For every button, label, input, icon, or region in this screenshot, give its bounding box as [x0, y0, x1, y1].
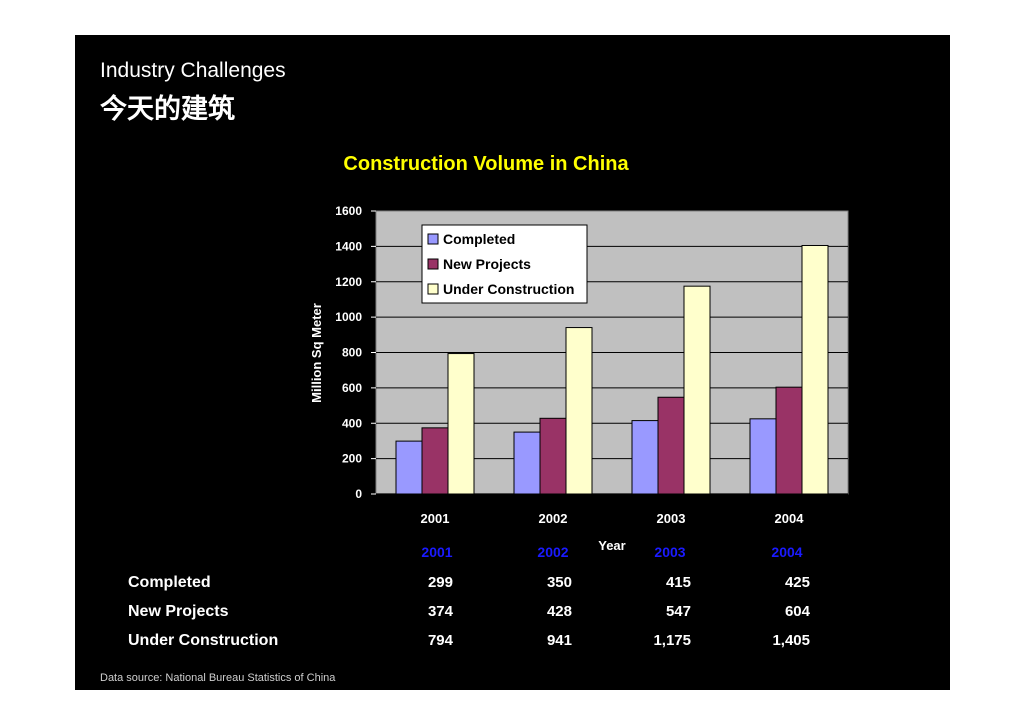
- slide: Industry Challenges 今天的建筑 Construction V…: [75, 35, 950, 690]
- bar-under-construction-2003: [683, 285, 711, 495]
- y-axis-label: Million Sq Meter: [309, 303, 324, 403]
- legend-swatch: [427, 233, 439, 245]
- x-tick-label: 2002: [539, 511, 568, 526]
- table-cell: 425: [784, 574, 810, 591]
- y-tick-label: 600: [342, 381, 362, 395]
- table-row-label-under-construction: Under Construction: [128, 632, 279, 649]
- y-tick-label: 200: [342, 452, 362, 466]
- bar-new-projects-2002: [539, 417, 567, 495]
- legend-swatch: [427, 283, 439, 295]
- legend-label: Under Construction: [443, 281, 574, 297]
- x-tick-labels: 2001 2002 2003 2004: [421, 511, 805, 526]
- data-source-note: Data source: National Bureau Statistics …: [100, 672, 336, 684]
- table-cell: 941: [546, 632, 572, 649]
- table-cell: 299: [427, 574, 453, 591]
- bar-completed-2003: [631, 420, 659, 495]
- bar-under-construction-2002: [565, 327, 593, 495]
- table-cell: 604: [784, 603, 810, 620]
- y-tick-label: 0: [355, 487, 362, 501]
- legend: Completed New Projects Under Construction: [421, 224, 588, 304]
- legend-box: [421, 224, 588, 304]
- bars: [395, 244, 829, 495]
- y-tick-label: 400: [342, 416, 362, 430]
- table-row-label-completed: Completed: [128, 574, 211, 591]
- chart: Construction Volume in China 0 200 400 600 8…: [309, 153, 849, 553]
- table-row-label-new-projects: New Projects: [128, 603, 229, 620]
- table-cell: 374: [427, 603, 453, 620]
- bar-completed-2004: [749, 418, 777, 495]
- table-cell: 1,175: [653, 632, 691, 649]
- bar-under-construction-2004: [801, 244, 829, 495]
- table-cell: 428: [546, 603, 572, 620]
- chart-title: Construction Volume in China: [343, 153, 629, 175]
- table-year-2002: 2002: [537, 544, 569, 560]
- table-cell: 794: [427, 632, 453, 649]
- table-year-2003: 2003: [654, 544, 686, 560]
- y-tick-label: 1200: [335, 275, 362, 289]
- x-tick-label: 2003: [657, 511, 686, 526]
- table-cell: 415: [665, 574, 691, 591]
- bar-completed-2001: [395, 440, 423, 495]
- y-tick-labels: 0 200 400 600 800 1000 1200 1400 1600: [335, 204, 362, 501]
- y-tick-label: 800: [342, 346, 362, 360]
- legend-swatch: [427, 258, 439, 270]
- bar-new-projects-2003: [657, 396, 685, 495]
- x-axis-label: Year: [598, 538, 625, 553]
- legend-label: New Projects: [443, 256, 531, 272]
- table-year-2001: 2001: [421, 544, 453, 560]
- table-cell: 1,405: [772, 632, 810, 649]
- x-tick-label: 2004: [775, 511, 805, 526]
- bar-completed-2002: [513, 431, 541, 495]
- table-year-2004: 2004: [771, 544, 803, 560]
- bar-under-construction-2001: [447, 353, 475, 495]
- bar-new-projects-2001: [421, 427, 449, 495]
- table-cell: 547: [665, 603, 691, 620]
- slide-title-english: Industry Challenges: [100, 59, 286, 82]
- slide-title-chinese: 今天的建筑: [100, 94, 235, 124]
- y-tick-label: 1600: [335, 204, 362, 218]
- y-tick-label: 1400: [335, 239, 362, 253]
- x-tick-label: 2001: [421, 511, 450, 526]
- bar-new-projects-2004: [775, 386, 803, 495]
- y-tick-label: 1000: [335, 310, 362, 324]
- legend-label: Completed: [443, 231, 515, 247]
- table-cell: 350: [546, 574, 572, 591]
